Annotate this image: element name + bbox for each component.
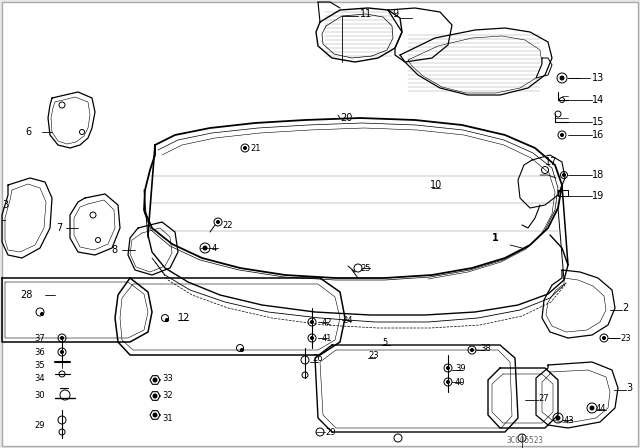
Text: 17: 17	[545, 157, 557, 167]
Circle shape	[561, 134, 563, 137]
Circle shape	[470, 349, 474, 352]
Text: 4: 4	[212, 244, 217, 253]
Text: 19: 19	[592, 191, 604, 201]
Text: 8: 8	[112, 245, 118, 255]
Circle shape	[560, 76, 564, 80]
Circle shape	[216, 220, 220, 224]
Circle shape	[310, 336, 314, 340]
Text: 25: 25	[360, 263, 371, 272]
Text: 23: 23	[620, 333, 630, 343]
Circle shape	[203, 246, 207, 250]
Text: 40: 40	[455, 378, 465, 387]
Circle shape	[153, 413, 157, 417]
Circle shape	[153, 378, 157, 382]
Text: 44: 44	[596, 404, 607, 413]
Circle shape	[556, 416, 560, 420]
Text: 42: 42	[322, 318, 333, 327]
Text: 2: 2	[622, 303, 628, 313]
Text: 26: 26	[312, 353, 323, 362]
Text: 41: 41	[322, 333, 333, 343]
Text: 9: 9	[392, 9, 398, 19]
Circle shape	[241, 349, 243, 352]
Text: 15: 15	[592, 117, 604, 127]
Text: 23: 23	[368, 350, 379, 359]
Text: 6: 6	[26, 127, 32, 137]
Circle shape	[447, 366, 449, 370]
Text: 1: 1	[492, 233, 499, 243]
Text: 3: 3	[626, 383, 632, 393]
Text: 34: 34	[35, 374, 45, 383]
Text: 5: 5	[382, 337, 387, 346]
Text: 36: 36	[35, 348, 45, 357]
Text: 28: 28	[20, 290, 33, 300]
Circle shape	[153, 394, 157, 398]
Text: 13: 13	[592, 73, 604, 83]
Text: 37: 37	[35, 333, 45, 343]
Text: 39: 39	[455, 363, 466, 372]
Text: 21: 21	[250, 143, 260, 152]
Text: 32: 32	[162, 391, 173, 400]
Text: 31: 31	[162, 414, 173, 422]
Text: 12: 12	[178, 313, 190, 323]
Text: 43: 43	[564, 415, 575, 425]
Text: 3CC05523: 3CC05523	[506, 435, 543, 444]
Circle shape	[310, 320, 314, 323]
Text: 29: 29	[35, 421, 45, 430]
Circle shape	[61, 336, 63, 340]
Circle shape	[447, 380, 449, 383]
Text: 10: 10	[430, 180, 442, 190]
Text: 16: 16	[592, 130, 604, 140]
Text: 18: 18	[592, 170, 604, 180]
Circle shape	[61, 350, 63, 353]
Text: 29: 29	[325, 427, 335, 436]
Text: 7: 7	[56, 223, 62, 233]
Text: 20: 20	[340, 113, 353, 123]
Text: 30: 30	[35, 391, 45, 400]
Text: 22: 22	[222, 220, 232, 229]
Circle shape	[563, 173, 566, 177]
Text: 35: 35	[35, 361, 45, 370]
Text: 33: 33	[162, 374, 173, 383]
Circle shape	[590, 406, 594, 410]
Text: 3: 3	[2, 200, 8, 210]
Circle shape	[243, 146, 246, 150]
Text: 14: 14	[592, 95, 604, 105]
Circle shape	[40, 313, 44, 315]
Circle shape	[166, 319, 168, 322]
Text: 38: 38	[480, 344, 491, 353]
Text: 27: 27	[538, 393, 548, 402]
Circle shape	[602, 336, 605, 340]
Text: 24: 24	[342, 315, 353, 324]
Text: 11: 11	[360, 9, 372, 19]
